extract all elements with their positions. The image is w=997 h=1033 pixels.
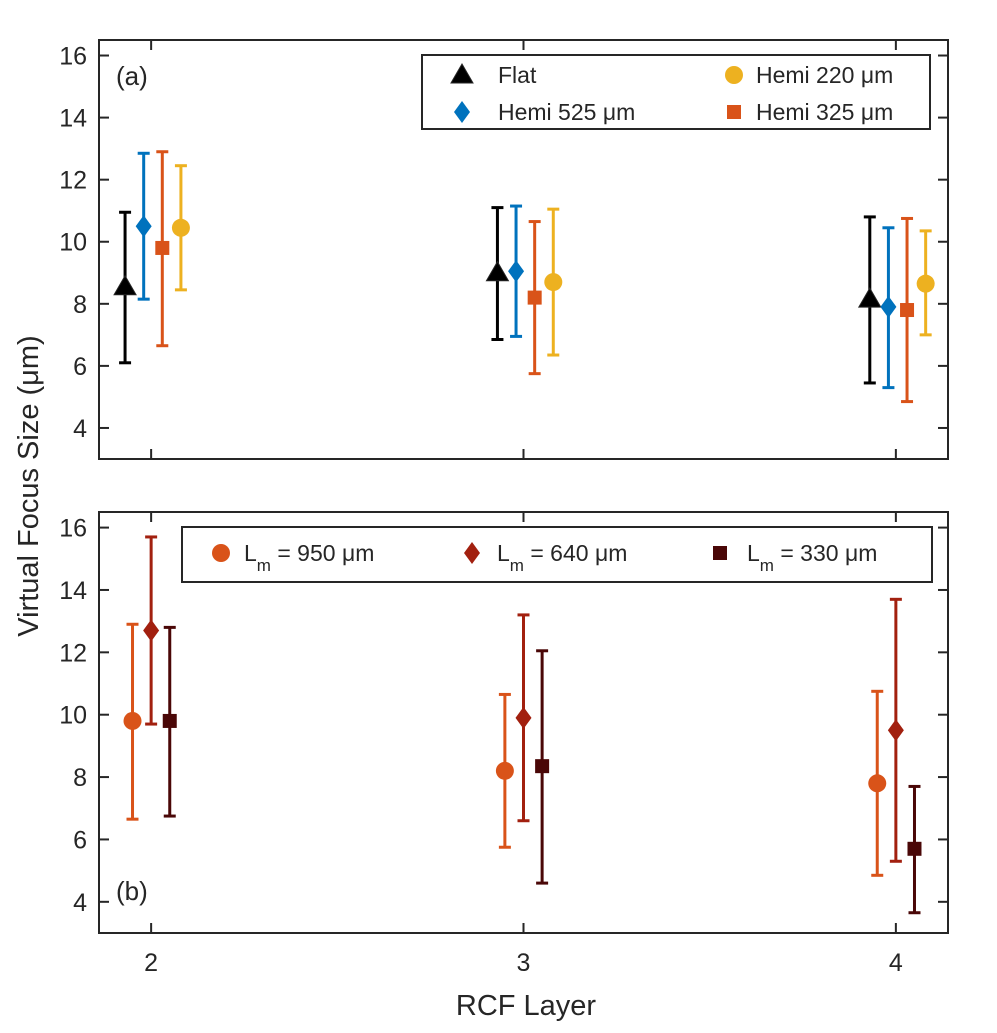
data-point <box>544 273 563 292</box>
data-point <box>135 215 152 238</box>
panel-a-ticks: 4 6 8 10 12 14 16 <box>59 40 948 459</box>
data-point <box>495 761 514 780</box>
series-l-m-330-m <box>162 625 922 915</box>
panel-b-legend: Lm = 950 μm Lm = 640 μm Lm = 330 μm <box>181 526 933 583</box>
legend-label: Hemi 525 μm <box>498 99 635 125</box>
legend-marker <box>713 546 727 560</box>
legend-label: Lm = 950 μm <box>244 540 374 575</box>
panel-a-label: (a) <box>116 61 148 91</box>
data-point <box>113 274 137 296</box>
y-tick-label: 10 <box>59 229 87 257</box>
legend-label: Hemi 220 μm <box>756 62 893 88</box>
panel-b-label: (b) <box>116 876 148 906</box>
data-point <box>527 290 542 305</box>
legend-marker <box>454 101 470 123</box>
y-tick-label: 8 <box>73 291 87 319</box>
legend-label: Flat <box>498 62 537 88</box>
data-point <box>535 759 550 774</box>
y-tick-label: 10 <box>59 702 87 730</box>
panel-a-legend-box <box>421 54 931 130</box>
data-point <box>155 240 170 255</box>
y-tick-label: 4 <box>73 415 87 443</box>
series-l-m-640-m <box>143 535 904 863</box>
data-point <box>123 711 142 730</box>
x-tick-label: 3 <box>517 949 531 977</box>
data-point <box>143 619 160 642</box>
y-tick-label: 12 <box>59 167 87 195</box>
data-point <box>916 274 935 293</box>
x-tick-label: 2 <box>144 949 158 977</box>
x-tick-label: 4 <box>889 949 903 977</box>
y-tick-label: 12 <box>59 639 87 667</box>
legend-marker <box>450 63 474 84</box>
data-point <box>485 260 510 282</box>
y-tick-label: 14 <box>59 577 87 605</box>
y-axis-title: Virtual Focus Size (μm) <box>13 335 45 636</box>
panel-b-marks <box>123 535 922 915</box>
y-tick-label: 4 <box>73 889 87 917</box>
series-hemi-525-m <box>135 151 897 390</box>
y-tick-label: 16 <box>59 43 87 71</box>
legend-label: Lm = 330 μm <box>747 540 877 575</box>
y-tick-label: 16 <box>59 515 87 543</box>
data-point <box>162 713 177 728</box>
panel-b-ticks: 4 6 8 10 12 14 16 2 3 4 <box>59 512 948 977</box>
data-point <box>857 287 882 308</box>
data-point <box>887 719 904 742</box>
panel-b-legend-box <box>181 526 933 583</box>
data-point <box>171 218 190 237</box>
legend-marker <box>464 542 480 564</box>
series-l-m-950-m <box>123 622 887 877</box>
panel-a-legend: Flat Hemi 220 μm Hemi 525 μm Hemi 325 μm <box>421 54 931 130</box>
data-point <box>907 841 922 856</box>
y-tick-label: 6 <box>73 826 87 854</box>
legend-marker <box>725 66 743 84</box>
data-point <box>515 706 532 729</box>
series-hemi-325-m <box>155 150 915 404</box>
panel-a-marks <box>113 150 935 404</box>
y-tick-label: 14 <box>59 105 87 133</box>
data-point <box>880 295 897 318</box>
data-point <box>508 260 525 283</box>
y-tick-label: 8 <box>73 764 87 792</box>
legend-label: Hemi 325 μm <box>756 99 893 125</box>
legend-label: Lm = 640 μm <box>497 540 627 575</box>
series-hemi-220-m <box>171 164 935 357</box>
data-point <box>900 303 915 318</box>
panel-b: 4 6 8 10 12 14 16 2 3 4 (b) Lm = 950 μm Lm = 640 μ… <box>59 511 949 977</box>
series-flat <box>113 206 882 385</box>
data-point <box>868 774 887 793</box>
legend-marker <box>727 105 741 119</box>
panel-a: 4 6 8 10 12 14 16 (a) Flat Hemi 220 μm Hemi 525 … <box>59 39 949 460</box>
y-tick-label: 6 <box>73 353 87 381</box>
legend-marker <box>212 544 230 562</box>
x-axis-title: RCF Layer <box>456 990 597 1022</box>
